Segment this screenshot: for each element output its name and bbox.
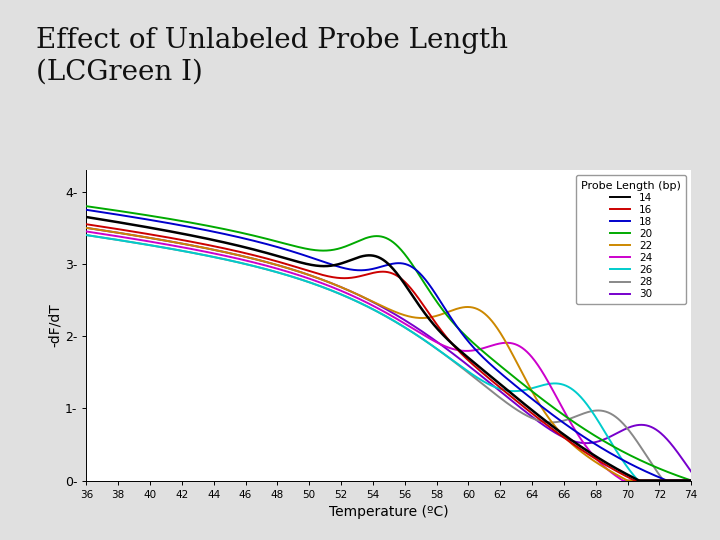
Y-axis label: -dF/dT: -dF/dT	[48, 303, 62, 347]
Text: Effect of Unlabeled Probe Length
(LCGreen I): Effect of Unlabeled Probe Length (LCGree…	[36, 27, 508, 85]
X-axis label: Temperature (ºC): Temperature (ºC)	[329, 505, 449, 519]
Legend: 14, 16, 18, 20, 22, 24, 26, 28, 30: 14, 16, 18, 20, 22, 24, 26, 28, 30	[576, 176, 686, 305]
